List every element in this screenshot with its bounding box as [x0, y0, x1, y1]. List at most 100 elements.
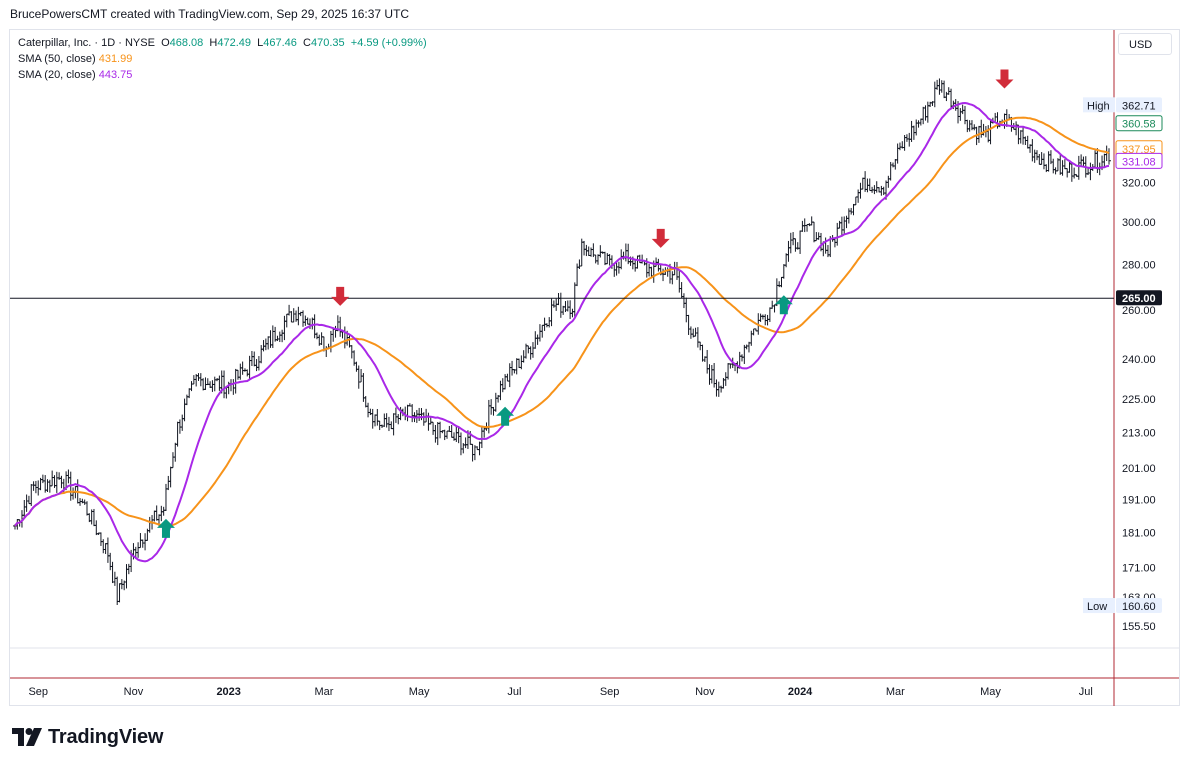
ohlc-bar	[679, 282, 684, 299]
ohlc-bar	[716, 381, 721, 397]
ohlc-bar	[521, 350, 526, 363]
ohlc-bar	[136, 542, 141, 558]
ohlc-bar	[296, 306, 301, 326]
chart-frame	[9, 29, 1180, 706]
ohlc-bar	[514, 358, 519, 375]
ohlc-bar	[798, 230, 803, 254]
ohlc-bar	[598, 245, 603, 258]
ohlc-bar	[758, 313, 763, 322]
sma-line-20[interactable]	[14, 101, 1110, 563]
ohlc-bar	[519, 355, 524, 370]
ohlc-bar	[238, 363, 243, 380]
legend-sma50[interactable]: SMA (50, close) 431.99	[18, 52, 132, 66]
level-value: 160.60	[1122, 601, 1156, 613]
time-tick-label: Jul	[507, 686, 521, 698]
ohlc-bar	[972, 124, 977, 131]
ohlc-bar	[105, 537, 110, 563]
level-value: 331.08	[1122, 156, 1156, 168]
ohlc-bar	[1062, 159, 1067, 170]
ohlc-bar	[370, 408, 375, 429]
ohlc-bar	[1107, 148, 1111, 165]
ohlc-bar	[614, 262, 619, 276]
price-tick-label: 171.00	[1122, 563, 1156, 575]
ohlc-bar	[814, 232, 819, 242]
ohlc-bar	[338, 316, 343, 337]
ohlc-bar	[586, 246, 591, 256]
ohlc-bar	[681, 293, 686, 309]
ohlc-bar	[249, 350, 254, 366]
ohlc-bar	[805, 223, 810, 232]
ohlc-bar	[693, 327, 698, 337]
ohlc-bar	[863, 171, 868, 192]
ohlc-bar	[881, 186, 886, 196]
ohlc-bar	[602, 251, 607, 266]
ohlc-bar	[173, 442, 178, 462]
currency-button[interactable]: USD	[1118, 33, 1172, 55]
ohlc-bar	[944, 91, 949, 102]
ohlc-bar	[800, 220, 805, 232]
ohlc-bar	[533, 331, 538, 349]
ohlc-bar	[247, 355, 252, 380]
ohlc-bar	[498, 380, 503, 401]
ohlc-bar	[818, 232, 823, 252]
ohlc-bar	[886, 175, 891, 188]
level-value-box	[1116, 97, 1162, 113]
legend-close-label: C	[303, 37, 311, 49]
legend-sma20[interactable]: SMA (20, close) 443.75	[18, 68, 132, 82]
ohlc-bar	[872, 185, 877, 195]
ohlc-bar	[375, 408, 380, 426]
ohlc-bar	[786, 240, 791, 262]
ohlc-bar	[837, 220, 842, 229]
ohlc-bar	[530, 342, 535, 358]
ohlc-bar	[301, 310, 306, 327]
ohlc-bar	[879, 185, 884, 196]
ohlc-bar	[143, 533, 148, 551]
ohlc-bar	[626, 243, 631, 265]
ohlc-bar	[1018, 130, 1023, 144]
ohlc-bar	[391, 413, 396, 436]
ohlc-bar	[593, 254, 598, 264]
legend-sma20-label: SMA (20, close)	[18, 69, 96, 81]
ohlc-bar	[108, 552, 113, 571]
legend-ohlc: Caterpillar, Inc. · 1D · NYSE O468.08 H4…	[18, 36, 427, 50]
level-value-box	[1115, 152, 1163, 169]
sell-signal-arrow-icon	[331, 286, 350, 306]
ohlc-bar	[187, 388, 192, 399]
ohlc-bar	[556, 293, 561, 306]
ohlc-bar	[282, 315, 287, 341]
ohlc-bar	[170, 452, 175, 469]
ohlc-bar	[184, 394, 189, 406]
price-tick-label: 191.00	[1122, 495, 1156, 507]
ohlc-bar	[962, 105, 967, 125]
ohlc-bar	[707, 364, 712, 385]
time-tick-label: Jul	[1079, 686, 1093, 698]
ohlc-bar	[812, 221, 817, 243]
price-level-label: Low 160.60	[1083, 598, 1162, 614]
ohlc-bar	[893, 159, 898, 170]
ohlc-bar	[547, 317, 552, 328]
ohlc-bar	[66, 469, 71, 484]
ohlc-bar	[50, 470, 55, 487]
ohlc-bar	[965, 119, 970, 133]
ohlc-bar	[85, 501, 90, 516]
ohlc-bar	[637, 254, 642, 264]
ohlc-bar	[816, 232, 821, 240]
ohlc-bar	[565, 300, 570, 312]
ohlc-bar	[688, 326, 693, 339]
level-name-box	[1083, 97, 1115, 113]
ohlc-bar	[568, 300, 573, 319]
ohlc-bar	[740, 354, 745, 362]
ohlc-bar	[489, 399, 494, 415]
ohlc-bar	[528, 346, 533, 360]
ohlc-bar	[579, 238, 584, 267]
ohlc-bar	[842, 216, 847, 235]
ohlc-bar	[895, 143, 900, 164]
legend-high-label: H	[209, 37, 218, 49]
ohlc-bar	[916, 120, 921, 128]
sma-line-50[interactable]	[14, 116, 1110, 527]
ohlc-bar	[252, 351, 257, 367]
ohlc-bar	[384, 413, 389, 428]
ohlc-bar	[1030, 139, 1035, 162]
ohlc-bar	[393, 407, 398, 423]
